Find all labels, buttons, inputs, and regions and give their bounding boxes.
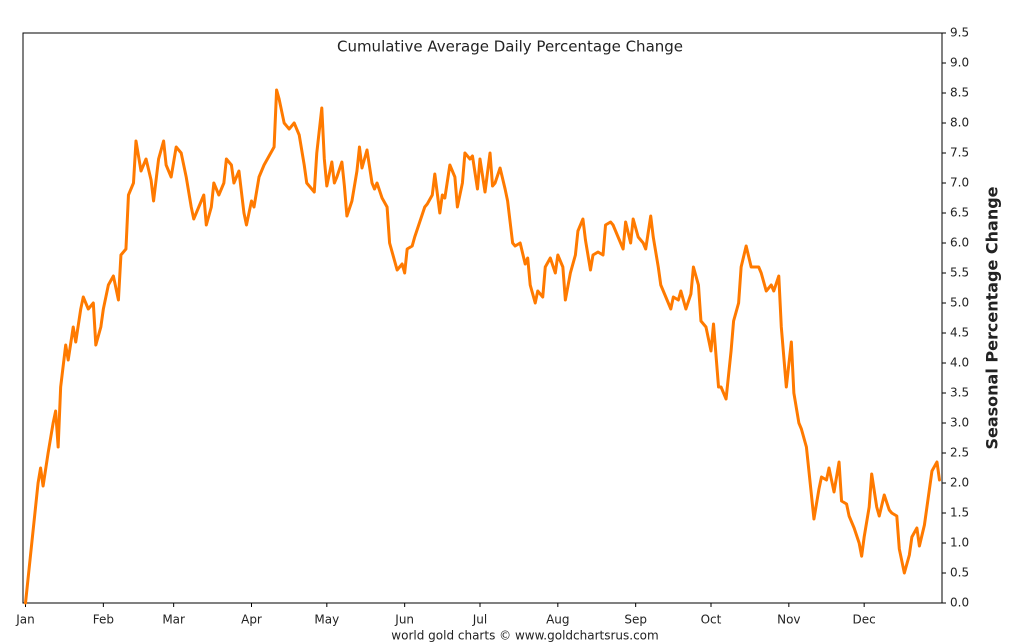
- y-tick-label: 4.5: [950, 326, 969, 340]
- x-tick-label: Mar: [162, 613, 185, 627]
- y-tick-label: 8.5: [950, 86, 969, 100]
- x-tick-label: Jun: [394, 613, 414, 627]
- y-tick-label: 7.0: [950, 176, 969, 190]
- chart-title: Cumulative Average Daily Percentage Chan…: [337, 38, 683, 56]
- y-axis-label: Seasonal Percentage Change: [983, 186, 1002, 449]
- y-tick-label: 0.5: [950, 566, 969, 580]
- x-tick-label: Jul: [472, 613, 487, 627]
- y-tick-label: 3.0: [950, 416, 969, 430]
- y-tick-label: 1.0: [950, 536, 969, 550]
- y-tick-label: 8.0: [950, 116, 969, 130]
- y-tick-label: 2.5: [950, 446, 969, 460]
- x-tick-label: Feb: [93, 613, 114, 627]
- y-tick-label: 4.0: [950, 356, 969, 370]
- x-tick-label: May: [314, 613, 339, 627]
- y-tick-label: 6.0: [950, 236, 969, 250]
- y-tick-label: 6.5: [950, 206, 969, 220]
- y-tick-label: 2.0: [950, 476, 969, 490]
- y-tick-label: 9.0: [950, 56, 969, 70]
- line-series: [24, 88, 941, 605]
- plot-frame: [22, 32, 943, 604]
- y-tick-label: 7.5: [950, 146, 969, 160]
- y-tick-label: 5.5: [950, 266, 969, 280]
- x-tick-label: Sep: [624, 613, 647, 627]
- x-tick-label: Apr: [241, 613, 262, 627]
- y-tick-label: 1.5: [950, 506, 969, 520]
- x-tick-label: Oct: [701, 613, 722, 627]
- x-tick-label: Aug: [546, 613, 569, 627]
- x-tick-label: Jan: [15, 613, 35, 627]
- x-tick-label: Nov: [777, 613, 800, 627]
- y-tick-label: 9.5: [950, 26, 969, 40]
- credit: world gold charts © www.goldchartsrus.co…: [391, 629, 658, 643]
- y-tick-label: 5.0: [950, 296, 969, 310]
- x-tick-label: Dec: [853, 613, 876, 627]
- y-tick-label: 3.5: [950, 386, 969, 400]
- y-tick-label: 0.0: [950, 596, 969, 610]
